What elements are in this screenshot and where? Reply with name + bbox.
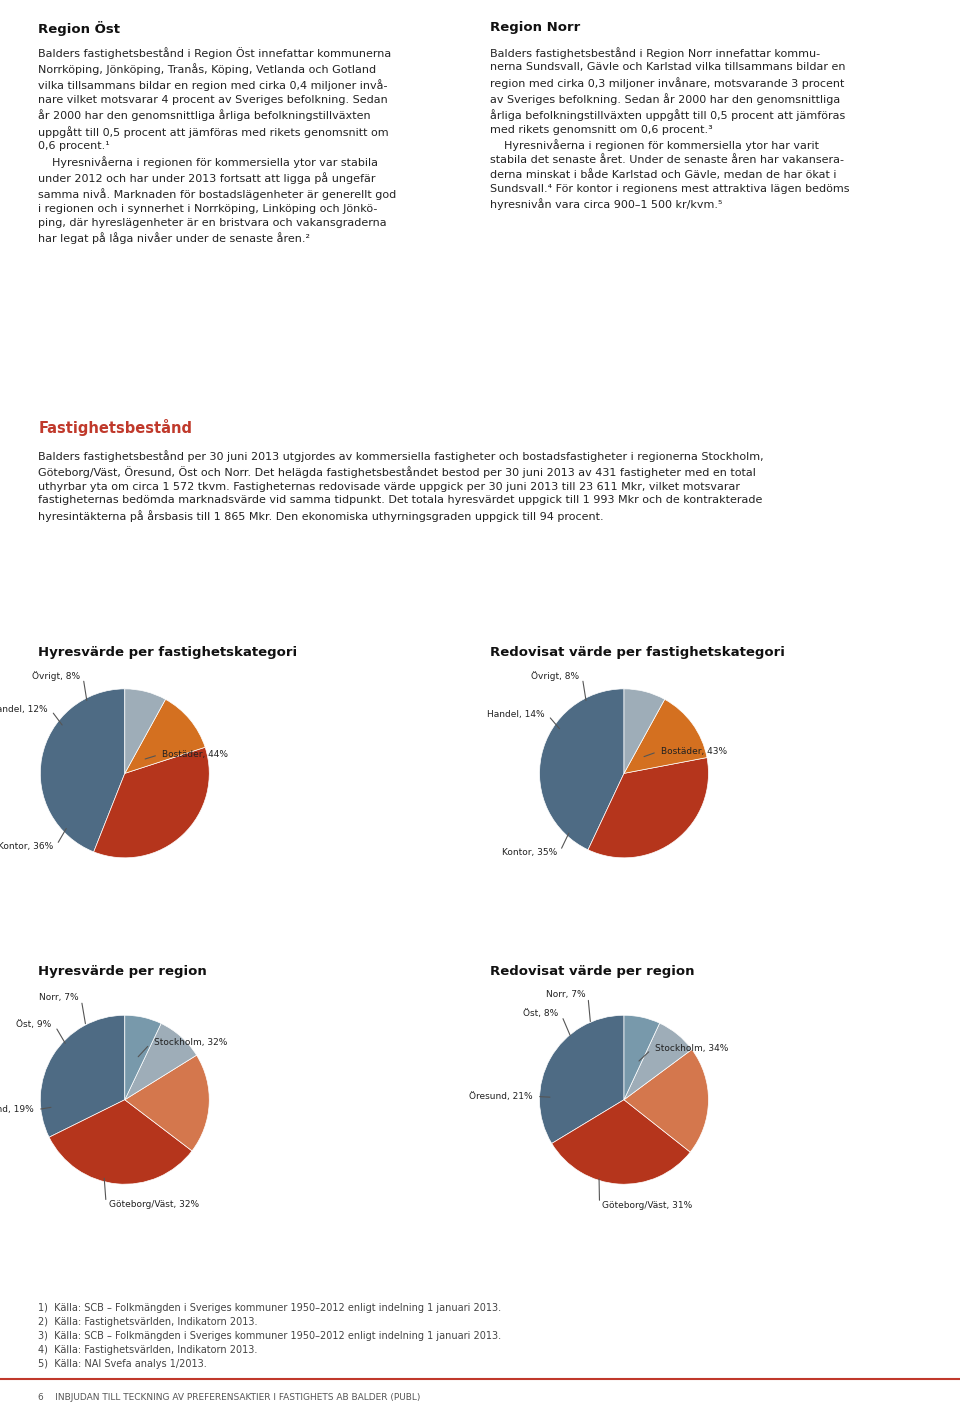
Text: Hyresvärde per region: Hyresvärde per region xyxy=(38,965,207,978)
Text: Handel, 12%: Handel, 12% xyxy=(0,705,48,714)
Text: Göteborg/Väst, 32%: Göteborg/Väst, 32% xyxy=(108,1200,199,1209)
Wedge shape xyxy=(49,1100,192,1185)
Text: Öst, 8%: Öst, 8% xyxy=(523,1009,559,1019)
Text: Bostäder, 44%: Bostäder, 44% xyxy=(162,751,228,759)
Wedge shape xyxy=(624,688,664,773)
Text: Redovisat värde per fastighetskategori: Redovisat värde per fastighetskategori xyxy=(490,646,784,658)
Wedge shape xyxy=(125,688,165,773)
Text: Övrigt, 8%: Övrigt, 8% xyxy=(531,671,580,681)
Text: Region Öst: Region Öst xyxy=(38,21,120,37)
Text: Övrigt, 8%: Övrigt, 8% xyxy=(32,671,81,681)
Text: Balders fastighetsbestånd i Region Norr innefattar kommu-
nerna Sundsvall, Gävle: Balders fastighetsbestånd i Region Norr … xyxy=(490,47,849,210)
Text: Stockholm, 34%: Stockholm, 34% xyxy=(655,1044,729,1053)
Text: 1)  Källa: SCB – Folkmängden i Sveriges kommuner 1950–2012 enligt indelning 1 ja: 1) Källa: SCB – Folkmängden i Sveriges k… xyxy=(38,1303,501,1369)
Text: Hyresvärde per fastighetskategori: Hyresvärde per fastighetskategori xyxy=(38,646,298,658)
Wedge shape xyxy=(624,700,707,773)
Wedge shape xyxy=(125,1023,197,1100)
Text: Kontor, 36%: Kontor, 36% xyxy=(0,841,53,851)
Wedge shape xyxy=(125,700,205,773)
Text: Balders fastighetsbestånd per 30 juni 2013 utgjordes av kommersiella fastigheter: Balders fastighetsbestånd per 30 juni 20… xyxy=(38,450,764,522)
Wedge shape xyxy=(94,748,209,858)
Text: Redovisat värde per region: Redovisat värde per region xyxy=(490,965,694,978)
Wedge shape xyxy=(552,1100,690,1185)
Wedge shape xyxy=(540,1015,624,1144)
Wedge shape xyxy=(125,1015,161,1100)
Text: Öresund, 21%: Öresund, 21% xyxy=(469,1091,533,1101)
Text: Öresund, 19%: Öresund, 19% xyxy=(0,1105,34,1114)
Text: Handel, 14%: Handel, 14% xyxy=(487,710,544,719)
Text: Göteborg/Väst, 31%: Göteborg/Väst, 31% xyxy=(602,1202,692,1210)
Text: Norr, 7%: Norr, 7% xyxy=(38,993,79,1002)
Wedge shape xyxy=(624,1050,708,1152)
Text: Region Norr: Region Norr xyxy=(490,21,580,34)
Text: Stockholm, 32%: Stockholm, 32% xyxy=(154,1039,227,1047)
Wedge shape xyxy=(624,1015,660,1100)
Wedge shape xyxy=(540,688,624,850)
Wedge shape xyxy=(40,1015,125,1137)
Text: Kontor, 35%: Kontor, 35% xyxy=(501,849,557,857)
Wedge shape xyxy=(125,1056,209,1151)
Text: Balders fastighetsbestånd i Region Öst innefattar kommunerna
Norrköping, Jönköpi: Balders fastighetsbestånd i Region Öst i… xyxy=(38,47,396,244)
Wedge shape xyxy=(588,758,708,858)
Text: Fastighetsbestånd: Fastighetsbestånd xyxy=(38,419,192,436)
Text: Öst, 9%: Öst, 9% xyxy=(16,1020,52,1029)
Text: Norr, 7%: Norr, 7% xyxy=(545,990,586,999)
Text: Bostäder, 43%: Bostäder, 43% xyxy=(661,746,727,756)
Text: 6    INBJUDAN TILL TECKNING AV PREFERENSAKTIER I FASTIGHETS AB BALDER (PUBL): 6 INBJUDAN TILL TECKNING AV PREFERENSAKT… xyxy=(38,1393,420,1402)
Wedge shape xyxy=(40,688,125,851)
Wedge shape xyxy=(624,1023,692,1100)
